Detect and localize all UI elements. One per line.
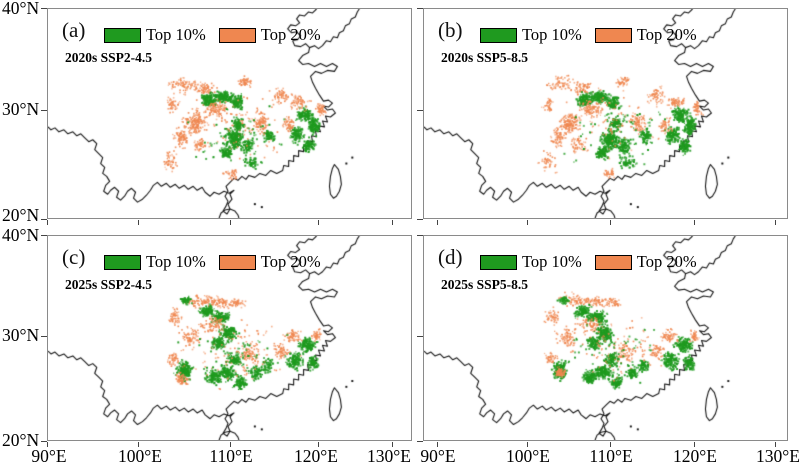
axis-tick — [437, 442, 438, 447]
axis-tick — [318, 442, 319, 447]
axis-tick — [47, 442, 48, 447]
lon-tick-label-110e-right: 110°E — [589, 446, 633, 466]
lon-tick-label-120e-left: 120°E — [294, 446, 338, 466]
axis-tick — [527, 442, 528, 447]
lat-tick-label-30n-row2: 30°N — [2, 325, 40, 345]
axis-tick — [417, 8, 423, 9]
lon-tick-label-100e-right: 100°E — [506, 446, 550, 466]
legend-swatch-top10 — [480, 254, 517, 270]
axis-tick — [417, 110, 423, 111]
axis-tick — [417, 441, 423, 442]
lat-tick-label-40n-row1: 40°N — [2, 0, 40, 18]
axis-tick — [41, 110, 47, 111]
legend-label-top20: Top 20% — [636, 252, 697, 271]
lon-tick-label-90e-left: 90°E — [31, 446, 67, 466]
lon-tick-label-90e-right: 90°E — [420, 446, 456, 466]
legend-swatch-top10 — [104, 27, 141, 43]
axis-tick — [527, 220, 528, 225]
panel-letter-c: (c) — [62, 245, 86, 269]
legend-label-top10: Top 10% — [522, 252, 582, 271]
panel-letter-b: (b) — [438, 18, 463, 42]
legend-label-top20: Top 20% — [260, 252, 321, 271]
map-canvas-d — [424, 236, 787, 440]
lat-tick-label-30n-row1: 30°N — [2, 99, 40, 119]
legend-swatch-top20 — [218, 27, 256, 43]
legend-c: Top 10% Top 20% — [104, 252, 329, 272]
scenario-label-b: 2020s SSP5-8.5 — [441, 50, 529, 65]
axis-tick — [417, 219, 423, 220]
map-panel-a: (a) Top 10% Top 20% 2020s SSP2-4.5 — [47, 8, 412, 219]
axis-tick — [41, 235, 47, 236]
panel-letter-d: (d) — [438, 245, 463, 269]
axis-tick — [138, 442, 139, 447]
legend-label-top10: Top 10% — [146, 25, 206, 44]
axis-tick — [138, 220, 139, 225]
lat-tick-label-20n-row2: 20°N — [2, 430, 40, 450]
legend-swatch-top20 — [218, 254, 256, 270]
lat-tick-label-40n-row2: 40°N — [2, 225, 40, 245]
map-panel-d: (d) Top 10% Top 20% 2025s SSP5-8.5 — [423, 235, 788, 441]
lon-tick-label-130e-left: 130°E — [367, 446, 411, 466]
axis-tick — [610, 220, 611, 225]
panel-letter-a: (a) — [62, 18, 86, 42]
lon-tick-label-110e-left: 110°E — [209, 446, 253, 466]
legend-a: Top 10% Top 20% — [104, 25, 329, 45]
map-panel-c: (c) Top 10% Top 20% 2025s SSP2-4.5 — [47, 235, 412, 441]
legend-swatch-top20 — [594, 27, 632, 43]
axis-tick — [392, 442, 393, 447]
axis-tick — [41, 336, 47, 337]
axis-tick — [47, 220, 48, 225]
scenario-label-c: 2025s SSP2-4.5 — [65, 277, 153, 292]
scenario-label-d: 2025s SSP5-8.5 — [441, 277, 529, 292]
lon-tick-label-130e-right: 130°E — [756, 446, 800, 466]
legend-d: Top 10% Top 20% — [480, 252, 705, 272]
map-canvas-c — [48, 236, 411, 440]
axis-tick — [694, 220, 695, 225]
axis-tick — [775, 220, 776, 225]
axis-tick — [230, 220, 231, 225]
scenario-label-a: 2020s SSP2-4.5 — [65, 50, 153, 65]
legend-label-top20: Top 20% — [260, 25, 321, 44]
legend-label-top10: Top 10% — [146, 252, 206, 271]
axis-tick — [417, 336, 423, 337]
axis-tick — [318, 220, 319, 225]
axis-tick — [437, 220, 438, 225]
map-panel-b: (b) Top 10% Top 20% 2020s SSP5-8.5 — [423, 8, 788, 219]
axis-tick — [392, 220, 393, 225]
axis-tick — [610, 442, 611, 447]
axis-tick — [41, 441, 47, 442]
lon-tick-label-120e-right: 120°E — [673, 446, 717, 466]
legend-label-top10: Top 10% — [522, 25, 582, 44]
axis-tick — [694, 442, 695, 447]
legend-swatch-top10 — [104, 254, 141, 270]
lon-tick-label-100e-left: 100°E — [118, 446, 162, 466]
axis-tick — [41, 8, 47, 9]
legend-swatch-top20 — [594, 254, 632, 270]
legend-label-top20: Top 20% — [636, 25, 697, 44]
axis-tick — [417, 235, 423, 236]
legend-swatch-top10 — [480, 27, 517, 43]
axis-tick — [41, 219, 47, 220]
axis-tick — [230, 442, 231, 447]
legend-b: Top 10% Top 20% — [480, 25, 705, 45]
lat-tick-label-20n-row1: 20°N — [2, 205, 40, 225]
map-canvas-a — [48, 9, 411, 218]
axis-tick — [775, 442, 776, 447]
map-canvas-b — [424, 9, 787, 218]
